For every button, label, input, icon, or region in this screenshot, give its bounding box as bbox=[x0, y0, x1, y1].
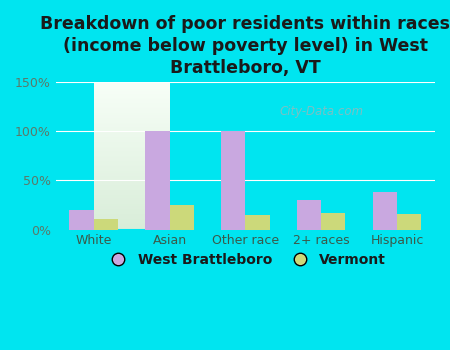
Bar bbox=[245, 215, 270, 230]
Legend: West Brattleboro, Vermont: West Brattleboro, Vermont bbox=[104, 253, 386, 267]
Title: Breakdown of poor residents within races
(income below poverty level) in West
Br: Breakdown of poor residents within races… bbox=[40, 15, 450, 77]
Bar bbox=[373, 192, 397, 230]
Bar bbox=[69, 210, 94, 230]
Bar bbox=[221, 131, 245, 230]
Bar bbox=[170, 205, 194, 230]
Bar bbox=[94, 219, 118, 230]
Bar bbox=[145, 131, 170, 230]
Bar bbox=[397, 214, 421, 230]
Bar bbox=[297, 200, 321, 230]
Bar bbox=[321, 213, 346, 230]
Text: City-Data.com: City-Data.com bbox=[279, 105, 363, 118]
